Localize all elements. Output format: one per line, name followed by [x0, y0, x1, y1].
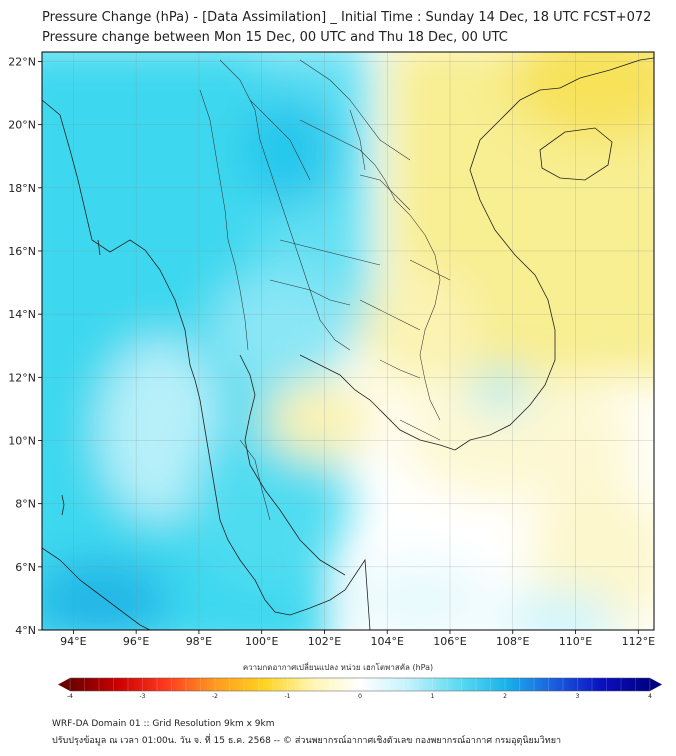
- admin-borders: [199, 59, 451, 521]
- map-subtitle: Pressure change between Mon 15 Dec, 00 U…: [42, 30, 508, 45]
- lat-tick-label: 12°N: [8, 371, 36, 384]
- map-frame: [41, 51, 655, 631]
- colorbar-tick-label: -1: [285, 693, 291, 700]
- lat-tick-label: 4°N: [15, 624, 36, 637]
- lat-tick-label: 8°N: [15, 498, 36, 511]
- lon-tick-label: 96°E: [123, 635, 149, 648]
- lon-tick-label: 102°E: [308, 635, 341, 648]
- colorbar-tick-label: -3: [140, 693, 146, 700]
- lon-tick-label: 100°E: [245, 635, 278, 648]
- map-title: Pressure Change (hPa) - [Data Assimilati…: [42, 10, 652, 25]
- lon-tick-label: 112°E: [622, 635, 655, 648]
- map-figure: 94°E 96°E 98°E 100°E 102°E 104°E 106°E 108°E 110…: [8, 51, 662, 700]
- lon-tick-label: 108°E: [496, 635, 529, 648]
- lon-tick-label: 104°E: [371, 635, 404, 648]
- footer-domain-info: WRF-DA Domain 01 :: Grid Resolution 9km …: [52, 719, 275, 729]
- colorbar-tick-label: 2: [503, 693, 507, 700]
- lon-tick-label: 98°E: [186, 635, 212, 648]
- colorbar-tick-label: 1: [431, 693, 435, 700]
- graticule: [42, 52, 654, 630]
- colorbar-tick-label: -2: [212, 693, 218, 700]
- lon-tick-label: 106°E: [433, 635, 466, 648]
- colorbar-tick-label: 3: [576, 693, 580, 700]
- colorbar-min-arrow: [58, 678, 70, 691]
- colorbar-tick-label: 0: [358, 693, 362, 700]
- pressure-field: [42, 52, 654, 630]
- footer-credit: ปรับปรุงข้อมูล ณ เวลา 01:00น. วัน จ. ที่…: [52, 736, 562, 746]
- longitude-labels: 94°E 96°E 98°E 100°E 102°E 104°E 106°E 108°E 110…: [60, 630, 655, 648]
- lat-tick-label: 10°N: [8, 434, 36, 447]
- latitude-labels: 22°N 20°N 18°N 16°N 14°N 12°N 10°N 8°N 6°N 4°N: [8, 55, 42, 637]
- colorbar-tick-label: -4: [67, 693, 73, 700]
- lat-tick-label: 22°N: [8, 55, 36, 68]
- lon-tick-label: 94°E: [60, 635, 86, 648]
- colorbar-tick-label: 4: [648, 693, 652, 700]
- lon-tick-label: 110°E: [559, 635, 592, 648]
- colorbar: -4 -3 -2 -1 0 1 2 3 4: [58, 677, 662, 700]
- colorbar-max-arrow: [650, 678, 662, 691]
- lat-tick-label: 14°N: [8, 308, 36, 321]
- lat-tick-label: 20°N: [8, 119, 36, 132]
- lat-tick-label: 6°N: [15, 561, 36, 574]
- coastlines: [42, 57, 654, 630]
- colorbar-label: ความกดอากาศเปลี่ยนแปลง หน่วย เฮกโตพาสคัล…: [242, 663, 434, 672]
- lat-tick-label: 18°N: [8, 182, 36, 195]
- lat-tick-label: 16°N: [8, 245, 36, 258]
